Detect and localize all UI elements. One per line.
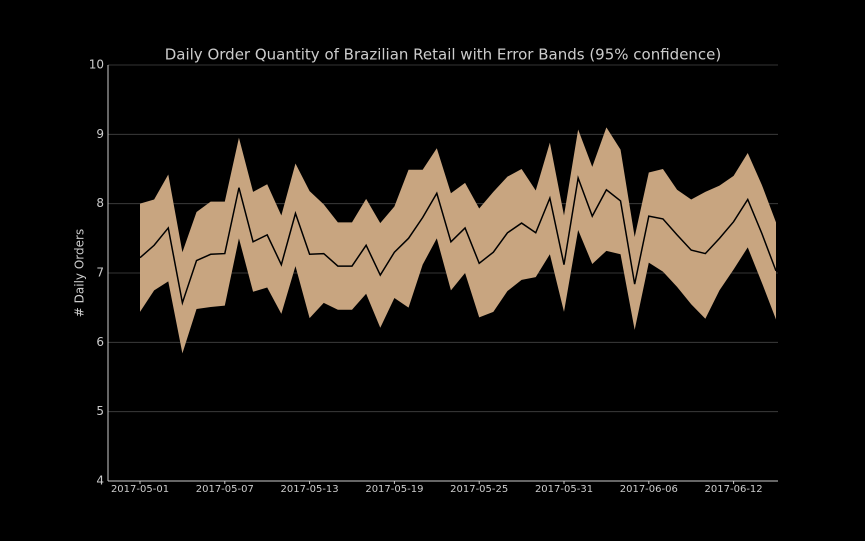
y-tick-label: 4 [96,474,104,488]
x-tick-label: 2017-05-07 [196,484,254,495]
y-axis-label: # Daily Orders [73,229,87,317]
x-tick-label: 2017-05-31 [535,484,593,495]
error-band [140,127,776,354]
y-tick-label: 7 [96,266,104,280]
x-tick-label: 2017-05-25 [450,484,508,495]
x-tick-label: 2017-06-06 [620,484,678,495]
chart-title: Daily Order Quantity of Brazilian Retail… [165,46,722,64]
y-tick-label: 8 [96,196,104,210]
y-tick-label: 6 [96,335,104,349]
y-tick-label: 10 [89,58,104,72]
x-tick-label: 2017-06-12 [705,484,763,495]
line [139,175,777,306]
y-tick-label: 9 [96,127,104,141]
x-tick-label: 2017-05-01 [111,484,169,495]
y-tick-label: 5 [96,404,104,418]
x-tick-label: 2017-05-13 [281,484,339,495]
x-tick-label: 2017-05-19 [365,484,423,495]
